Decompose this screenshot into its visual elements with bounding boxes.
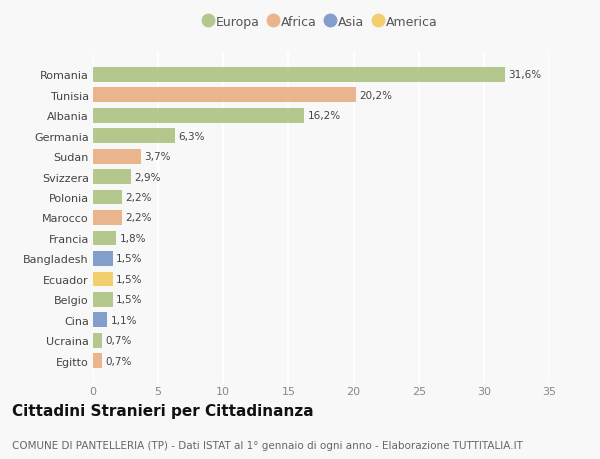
Bar: [93, 252, 113, 266]
Text: Cittadini Stranieri per Cittadinanza: Cittadini Stranieri per Cittadinanza: [12, 403, 314, 418]
Text: 1,5%: 1,5%: [116, 274, 142, 284]
Text: 0,7%: 0,7%: [106, 356, 132, 366]
Bar: [93, 109, 304, 123]
Bar: [93, 88, 356, 103]
Bar: [93, 313, 107, 327]
Text: COMUNE DI PANTELLERIA (TP) - Dati ISTAT al 1° gennaio di ogni anno - Elaborazion: COMUNE DI PANTELLERIA (TP) - Dati ISTAT …: [12, 440, 523, 450]
Bar: [93, 129, 175, 144]
Text: 1,5%: 1,5%: [116, 254, 142, 264]
Text: 2,2%: 2,2%: [125, 193, 151, 202]
Text: 31,6%: 31,6%: [508, 70, 541, 80]
Text: 16,2%: 16,2%: [307, 111, 340, 121]
Bar: [93, 68, 505, 83]
Text: 3,7%: 3,7%: [145, 152, 171, 162]
Text: 2,2%: 2,2%: [125, 213, 151, 223]
Text: 1,1%: 1,1%: [110, 315, 137, 325]
Bar: [93, 272, 113, 286]
Text: 1,8%: 1,8%: [120, 234, 146, 243]
Bar: [93, 170, 131, 185]
Legend: Europa, Africa, Asia, America: Europa, Africa, Asia, America: [205, 16, 437, 29]
Bar: [93, 231, 116, 246]
Text: 6,3%: 6,3%: [178, 131, 205, 141]
Text: 20,2%: 20,2%: [359, 90, 392, 101]
Bar: [93, 353, 102, 368]
Bar: [93, 333, 102, 348]
Bar: [93, 211, 122, 225]
Text: 1,5%: 1,5%: [116, 295, 142, 305]
Text: 2,9%: 2,9%: [134, 172, 161, 182]
Text: 0,7%: 0,7%: [106, 336, 132, 346]
Bar: [93, 150, 141, 164]
Bar: [93, 190, 122, 205]
Bar: [93, 292, 113, 307]
